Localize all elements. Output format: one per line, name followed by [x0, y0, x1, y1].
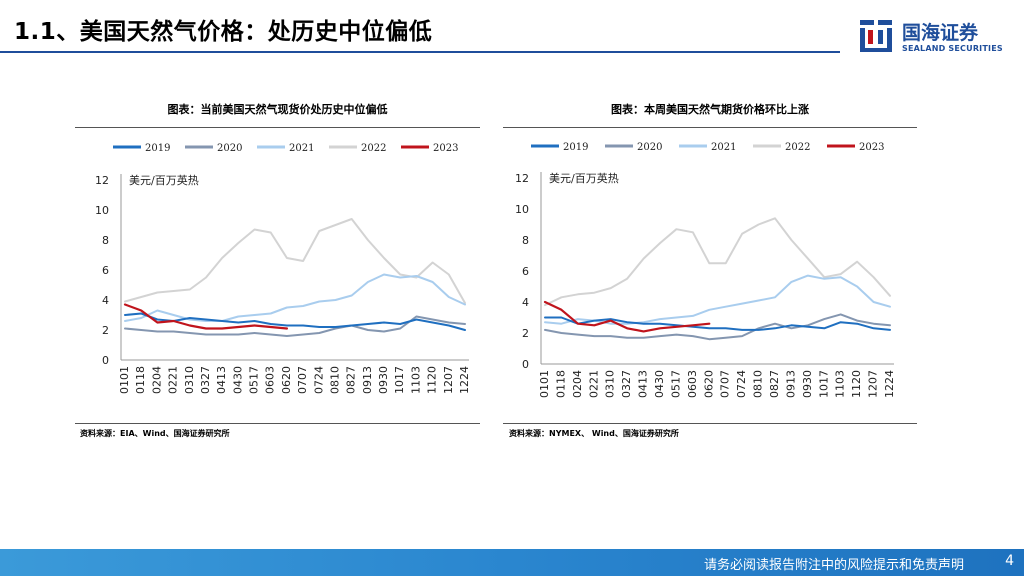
- x-tick-label: 1224: [883, 370, 896, 398]
- y-tick-label: 2: [522, 327, 529, 340]
- y-tick-label: 6: [102, 264, 109, 277]
- legend-label-2019: 2019: [563, 142, 588, 153]
- chart-2-title-rule: [503, 127, 917, 128]
- x-tick-label: 1207: [442, 366, 455, 394]
- x-tick-label: 0430: [653, 370, 666, 398]
- x-tick-label: 0827: [345, 366, 358, 394]
- chart-2-title: 图表：本周美国天然气期货价格环比上涨: [611, 103, 809, 116]
- x-tick-label: 0221: [587, 370, 600, 398]
- chart-2-bottom-rule: [503, 423, 917, 424]
- logo: 国海证券 SEALAND SECURITIES: [858, 18, 1008, 60]
- legend-label-2021: 2021: [711, 142, 736, 153]
- series-line-2023: [123, 303, 288, 330]
- x-tick-label: 0517: [248, 366, 261, 394]
- legend-label-2023: 2023: [859, 142, 884, 153]
- series-line-2021: [124, 273, 466, 322]
- series-line-2019: [544, 316, 891, 331]
- y-tick-label: 6: [522, 265, 529, 278]
- x-tick-label: 1103: [409, 366, 422, 394]
- chart-1-bottom-rule: [75, 423, 480, 424]
- chart-1-source: 资料来源：EIA、Wind、国海证券研究所: [80, 429, 230, 438]
- x-tick-label: 0327: [199, 366, 212, 394]
- y-tick-label: 0: [522, 358, 529, 371]
- x-tick-label: 0913: [361, 366, 374, 394]
- x-tick-label: 0413: [637, 370, 650, 398]
- x-tick-label: 0603: [686, 370, 699, 398]
- x-tick-label: 0310: [183, 366, 196, 394]
- legend-label-2021: 2021: [289, 143, 314, 154]
- x-tick-label: 0603: [264, 366, 277, 394]
- x-tick-label: 0913: [784, 370, 797, 398]
- x-tick-label: 1120: [850, 370, 863, 398]
- footer-bar: 请务必阅读报告附注中的风险提示和免责声明 4: [0, 549, 1024, 576]
- y-axis-unit-label: 美元/百万英热: [129, 173, 199, 187]
- x-tick-label: 0101: [118, 366, 131, 394]
- x-tick-label: 0430: [231, 366, 244, 394]
- legend-label-2019: 2019: [145, 143, 170, 154]
- x-tick-label: 0707: [719, 370, 732, 398]
- legend-label-2020: 2020: [217, 143, 242, 154]
- x-tick-label: 0221: [167, 366, 180, 394]
- x-tick-label: 0930: [801, 370, 814, 398]
- x-tick-label: 0724: [312, 366, 325, 394]
- logo-chinese-name: 国海证券: [902, 22, 979, 44]
- footer-disclaimer: 请务必阅读报告附注中的风险提示和免责声明: [703, 558, 964, 573]
- chart-1-title: 图表：当前美国天然气现货价处历史中位偏低: [167, 103, 388, 116]
- x-tick-label: 0204: [150, 366, 163, 394]
- series-line-2019: [124, 312, 466, 331]
- x-tick-label: 0101: [538, 370, 551, 398]
- legend-label-2022: 2022: [361, 143, 386, 154]
- title-divider: [0, 51, 840, 53]
- x-tick-label: 0620: [280, 366, 293, 394]
- x-tick-label: 0620: [702, 370, 715, 398]
- legend-label-2022: 2022: [785, 142, 810, 153]
- logo-english-name: SEALAND SECURITIES: [902, 44, 1003, 53]
- x-tick-label: 1017: [817, 370, 830, 398]
- x-tick-label: 0517: [669, 370, 682, 398]
- x-tick-label: 1224: [458, 366, 471, 394]
- series-line-2023: [543, 300, 711, 333]
- y-tick-label: 4: [522, 296, 529, 309]
- y-tick-label: 8: [102, 234, 109, 247]
- x-tick-label: 1017: [393, 366, 406, 394]
- x-tick-label: 0118: [134, 366, 147, 394]
- x-tick-label: 0204: [571, 370, 584, 398]
- series-line-2022: [124, 218, 466, 304]
- x-tick-label: 1207: [867, 370, 880, 398]
- x-tick-label: 1120: [426, 366, 439, 394]
- page-title: 1.1、美国天然气价格：处历史中位偏低: [14, 19, 433, 45]
- series-line-2021: [544, 274, 891, 325]
- legend-label-2023: 2023: [433, 143, 458, 154]
- x-tick-label: 0724: [735, 370, 748, 398]
- y-tick-label: 8: [522, 234, 529, 247]
- chart-2-source: 资料来源：NYMEX、 Wind、国海证券研究所: [509, 429, 679, 438]
- x-tick-label: 0810: [328, 366, 341, 394]
- series-line-2020: [544, 313, 891, 341]
- sealand-logo-icon: [860, 20, 892, 52]
- y-tick-label: 0: [102, 354, 109, 367]
- x-tick-label: 0413: [215, 366, 228, 394]
- x-tick-label: 0827: [768, 370, 781, 398]
- x-tick-label: 0310: [604, 370, 617, 398]
- chart-2: 2019 2020 2021 2022 2023 0 2 4 6 8 10 12 美元/百万英热 0101…: [515, 142, 896, 398]
- y-tick-label: 12: [515, 172, 529, 185]
- chart-1-title-rule: [75, 127, 480, 128]
- y-tick-label: 12: [95, 174, 109, 187]
- page-number: 4: [1005, 553, 1014, 569]
- x-tick-label: 0810: [752, 370, 765, 398]
- series-line-2022: [544, 217, 891, 307]
- y-tick-label: 10: [95, 204, 109, 217]
- x-tick-label: 1103: [834, 370, 847, 398]
- y-tick-label: 4: [102, 294, 109, 307]
- x-tick-label: 0930: [377, 366, 390, 394]
- x-tick-label: 0707: [296, 366, 309, 394]
- y-tick-label: 10: [515, 203, 529, 216]
- y-tick-label: 2: [102, 324, 109, 337]
- y-axis-unit-label: 美元/百万英热: [549, 171, 619, 185]
- chart-1: 2019 2020 2021 2022 2023 0 2 4 6 8 10 12 美元/百万英热 0101…: [95, 143, 471, 394]
- x-tick-label: 0118: [554, 370, 567, 398]
- legend-label-2020: 2020: [637, 142, 662, 153]
- x-tick-label: 0327: [620, 370, 633, 398]
